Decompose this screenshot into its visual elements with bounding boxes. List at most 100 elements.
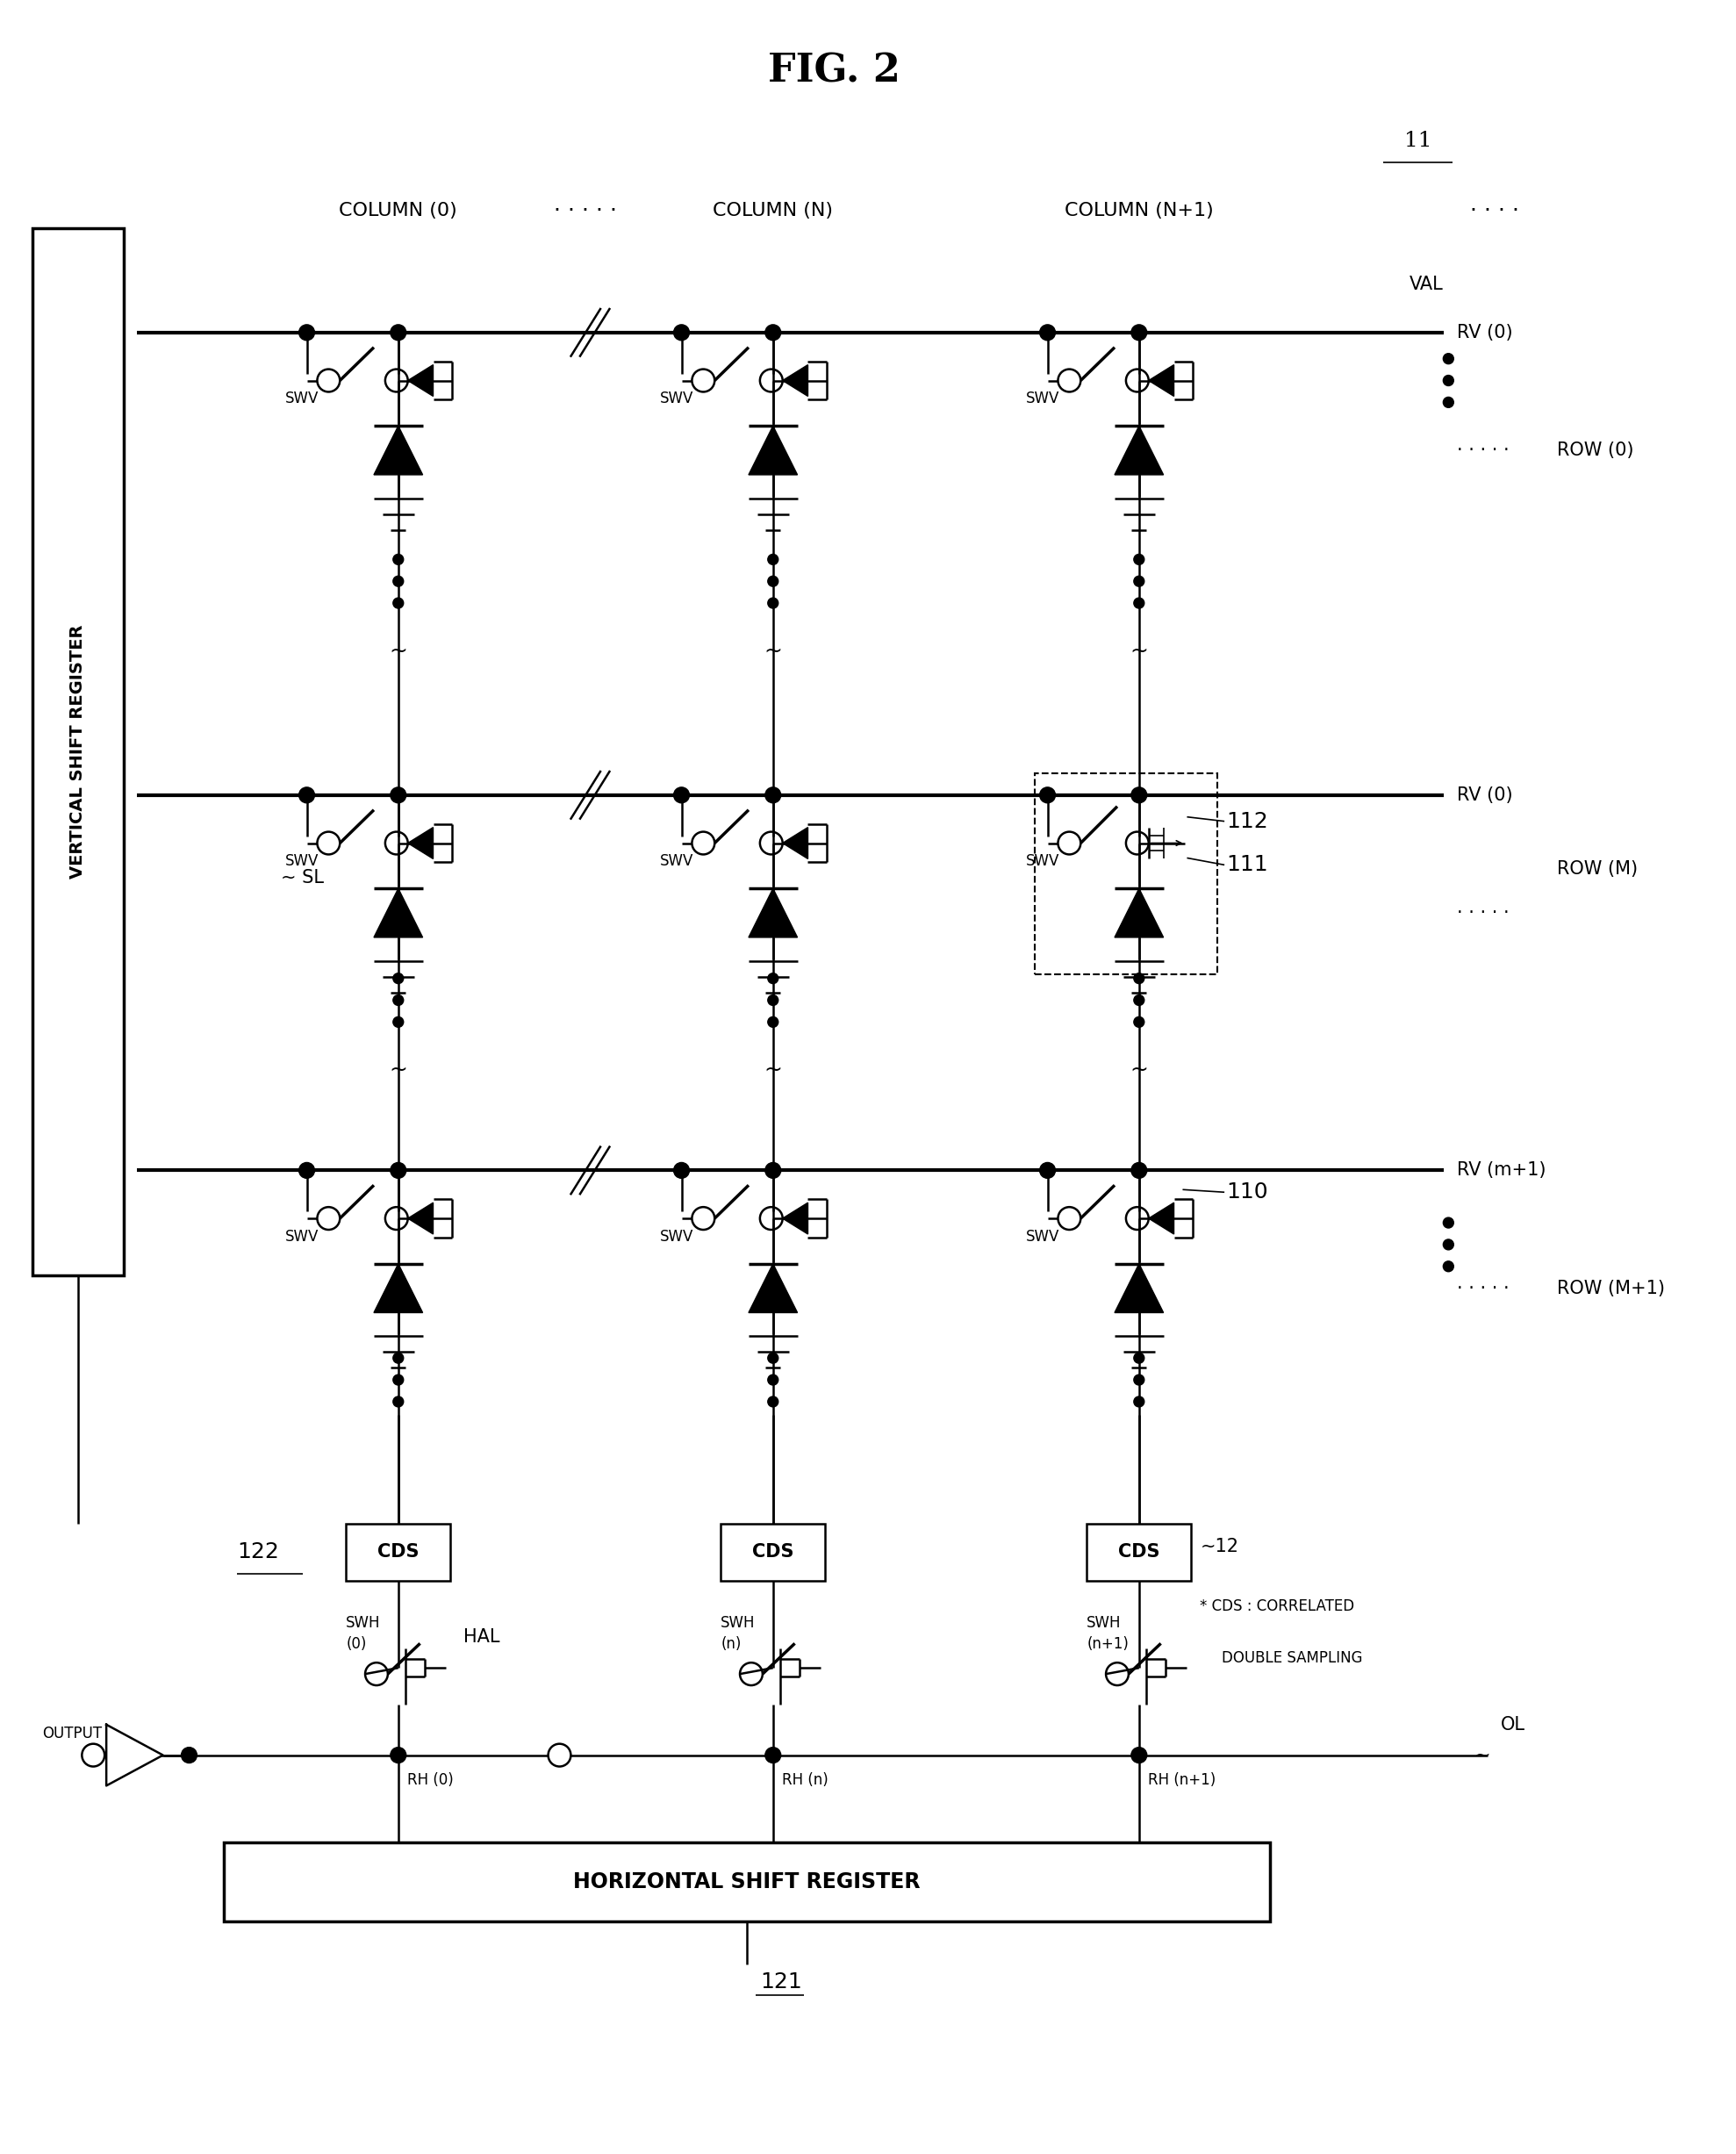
Text: COLUMN (N+1): COLUMN (N+1) [1064, 202, 1213, 220]
Polygon shape [783, 827, 807, 859]
Circle shape [767, 974, 778, 984]
Circle shape [299, 786, 314, 803]
Circle shape [1134, 995, 1144, 1006]
Polygon shape [106, 1725, 163, 1786]
Circle shape [767, 554, 778, 564]
Circle shape [299, 1163, 314, 1178]
Text: CDS: CDS [377, 1544, 418, 1562]
Circle shape [1134, 974, 1144, 984]
Polygon shape [748, 887, 797, 937]
Text: OL: OL [1500, 1717, 1526, 1734]
Circle shape [1134, 554, 1144, 564]
FancyBboxPatch shape [345, 1523, 451, 1581]
Text: 112: 112 [1226, 810, 1267, 831]
FancyBboxPatch shape [33, 228, 123, 1275]
Text: * CDS : CORRELATED: * CDS : CORRELATED [1200, 1598, 1354, 1613]
Polygon shape [373, 1264, 422, 1312]
Polygon shape [1115, 1264, 1163, 1312]
Text: FIG. 2: FIG. 2 [767, 52, 901, 90]
Text: SWV: SWV [285, 392, 319, 407]
Text: RV (0): RV (0) [1457, 786, 1514, 803]
Text: (0): (0) [345, 1637, 366, 1652]
Text: COLUMN (0): COLUMN (0) [339, 202, 457, 220]
Circle shape [1134, 1017, 1144, 1027]
Text: (n+1): (n+1) [1087, 1637, 1128, 1652]
Text: ~: ~ [764, 640, 783, 661]
Circle shape [1132, 786, 1147, 803]
Text: · · · · ·: · · · · · [1457, 905, 1510, 922]
Circle shape [767, 599, 778, 607]
Circle shape [767, 575, 778, 586]
Text: SWV: SWV [660, 392, 693, 407]
Circle shape [1134, 1353, 1144, 1363]
Text: SWH: SWH [720, 1616, 755, 1631]
Text: ~: ~ [1474, 1747, 1491, 1764]
Circle shape [392, 1396, 403, 1407]
Text: RV (0): RV (0) [1457, 323, 1514, 340]
Text: SWV: SWV [660, 1230, 693, 1245]
Text: DOUBLE SAMPLING: DOUBLE SAMPLING [1222, 1650, 1363, 1667]
Polygon shape [783, 1202, 807, 1234]
Circle shape [392, 1353, 403, 1363]
Text: RH (n+1): RH (n+1) [1147, 1773, 1215, 1788]
Text: ~: ~ [389, 1060, 408, 1081]
Text: ROW (M+1): ROW (M+1) [1557, 1279, 1665, 1297]
Circle shape [392, 554, 403, 564]
Polygon shape [783, 364, 807, 396]
Text: RH (n): RH (n) [781, 1773, 828, 1788]
Circle shape [766, 786, 781, 803]
Text: ~12: ~12 [1200, 1538, 1240, 1555]
Text: · · · · ·: · · · · · [1457, 442, 1510, 459]
Text: SWV: SWV [285, 1230, 319, 1245]
Text: ~: ~ [764, 1060, 783, 1081]
Polygon shape [748, 426, 797, 474]
Circle shape [766, 1747, 781, 1762]
Circle shape [674, 1163, 689, 1178]
Polygon shape [408, 364, 432, 396]
Text: ~: ~ [1130, 1060, 1147, 1081]
Polygon shape [1149, 364, 1174, 396]
Circle shape [392, 599, 403, 607]
Circle shape [1132, 1747, 1147, 1762]
Circle shape [767, 1374, 778, 1385]
FancyBboxPatch shape [1087, 1523, 1191, 1581]
Text: 122: 122 [238, 1542, 279, 1564]
Text: HORIZONTAL SHIFT REGISTER: HORIZONTAL SHIFT REGISTER [573, 1872, 920, 1891]
Circle shape [1040, 325, 1055, 340]
Circle shape [392, 1374, 403, 1385]
Text: ~: ~ [1130, 640, 1147, 661]
Circle shape [549, 1745, 571, 1766]
FancyBboxPatch shape [224, 1842, 1269, 1921]
Circle shape [767, 1396, 778, 1407]
Text: · · · ·: · · · · [1470, 200, 1519, 222]
Text: CDS: CDS [1118, 1544, 1160, 1562]
FancyBboxPatch shape [720, 1523, 825, 1581]
Text: SWV: SWV [1026, 853, 1059, 870]
Text: COLUMN (N): COLUMN (N) [713, 202, 833, 220]
Text: 110: 110 [1226, 1183, 1267, 1202]
Text: · · · · ·: · · · · · [1457, 1279, 1510, 1297]
Polygon shape [408, 827, 432, 859]
Circle shape [766, 325, 781, 340]
Circle shape [391, 786, 406, 803]
Circle shape [1132, 325, 1147, 340]
Text: VAL: VAL [1410, 276, 1443, 293]
Circle shape [1443, 396, 1453, 407]
Text: CDS: CDS [752, 1544, 793, 1562]
Circle shape [1443, 1217, 1453, 1228]
Text: · · · · ·: · · · · · [554, 200, 618, 222]
Circle shape [767, 1017, 778, 1027]
Circle shape [392, 974, 403, 984]
Text: ROW (0): ROW (0) [1557, 442, 1634, 459]
Circle shape [1040, 1163, 1055, 1178]
Text: SWH: SWH [1087, 1616, 1121, 1631]
Circle shape [1134, 599, 1144, 607]
Circle shape [1443, 375, 1453, 386]
Text: SWV: SWV [660, 853, 693, 870]
Circle shape [1132, 1163, 1147, 1178]
Polygon shape [1149, 1202, 1174, 1234]
Circle shape [299, 325, 314, 340]
Circle shape [391, 1163, 406, 1178]
Circle shape [1443, 1239, 1453, 1249]
Text: ROW (M): ROW (M) [1557, 859, 1639, 879]
